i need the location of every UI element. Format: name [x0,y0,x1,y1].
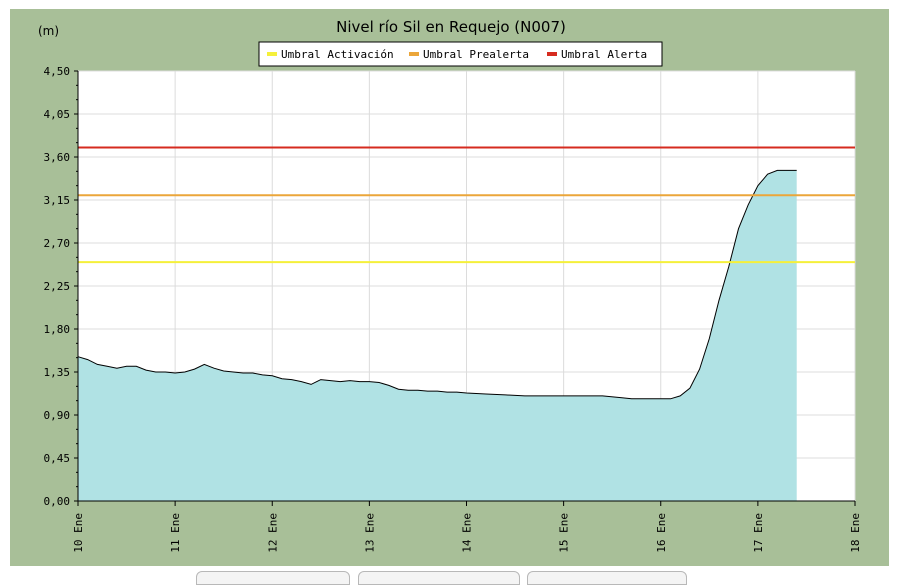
x-tick-label: 18 Ene [849,513,862,553]
y-tick-label: 2,25 [44,280,71,293]
legend-label: Umbral Prealerta [423,48,529,61]
x-tick-label: 10 Ene [72,513,85,553]
legend-swatch [547,52,557,56]
series-line [77,169,797,400]
series-area [78,170,797,501]
x-tick-label: 12 Ene [266,513,279,553]
y-tick-label: 1,35 [44,366,71,379]
x-tick-label: 14 Ene [461,513,474,553]
bottom-tab-1[interactable] [196,571,350,585]
chart-title: Nivel río Sil en Requejo (N007) [336,18,566,36]
y-tick-label: 2,70 [44,237,71,250]
y-unit-label: (m) [38,24,59,38]
y-tick-label: 0,45 [44,452,71,465]
legend-swatch [409,52,419,56]
y-tick-label: 3,15 [44,194,71,207]
y-tick-label: 4,05 [44,108,71,121]
legend-box [258,41,663,67]
series-layer [77,169,797,501]
legend-swatch [267,52,277,56]
legend-label: Umbral Activación [281,48,394,61]
axes: 0,00 0,45 0,90 1,35 1,80 2,25 2,70 3,15 3,60 4,05… [44,65,863,553]
y-tick-label: 0,90 [44,409,71,422]
x-tick-label: 11 Ene [169,513,182,553]
y-tick-label: 4,50 [44,65,71,78]
x-tick-label: 16 Ene [655,513,668,553]
y-tick-label: 0,00 [44,495,71,508]
x-tick-label: 13 Ene [363,513,376,553]
y-tick-label: 1,80 [44,323,71,336]
legend-label: Umbral Alerta [561,48,647,61]
y-tick-label: 3,60 [44,151,71,164]
bottom-tab-2[interactable] [358,571,520,585]
x-tick-label: 17 Ene [752,513,765,553]
x-tick-label: 15 Ene [558,513,571,553]
bottom-tab-3[interactable] [527,571,687,585]
legend: Umbral Activación Umbral Prealerta Umbral … [258,41,663,67]
threshold-lines [78,146,855,264]
